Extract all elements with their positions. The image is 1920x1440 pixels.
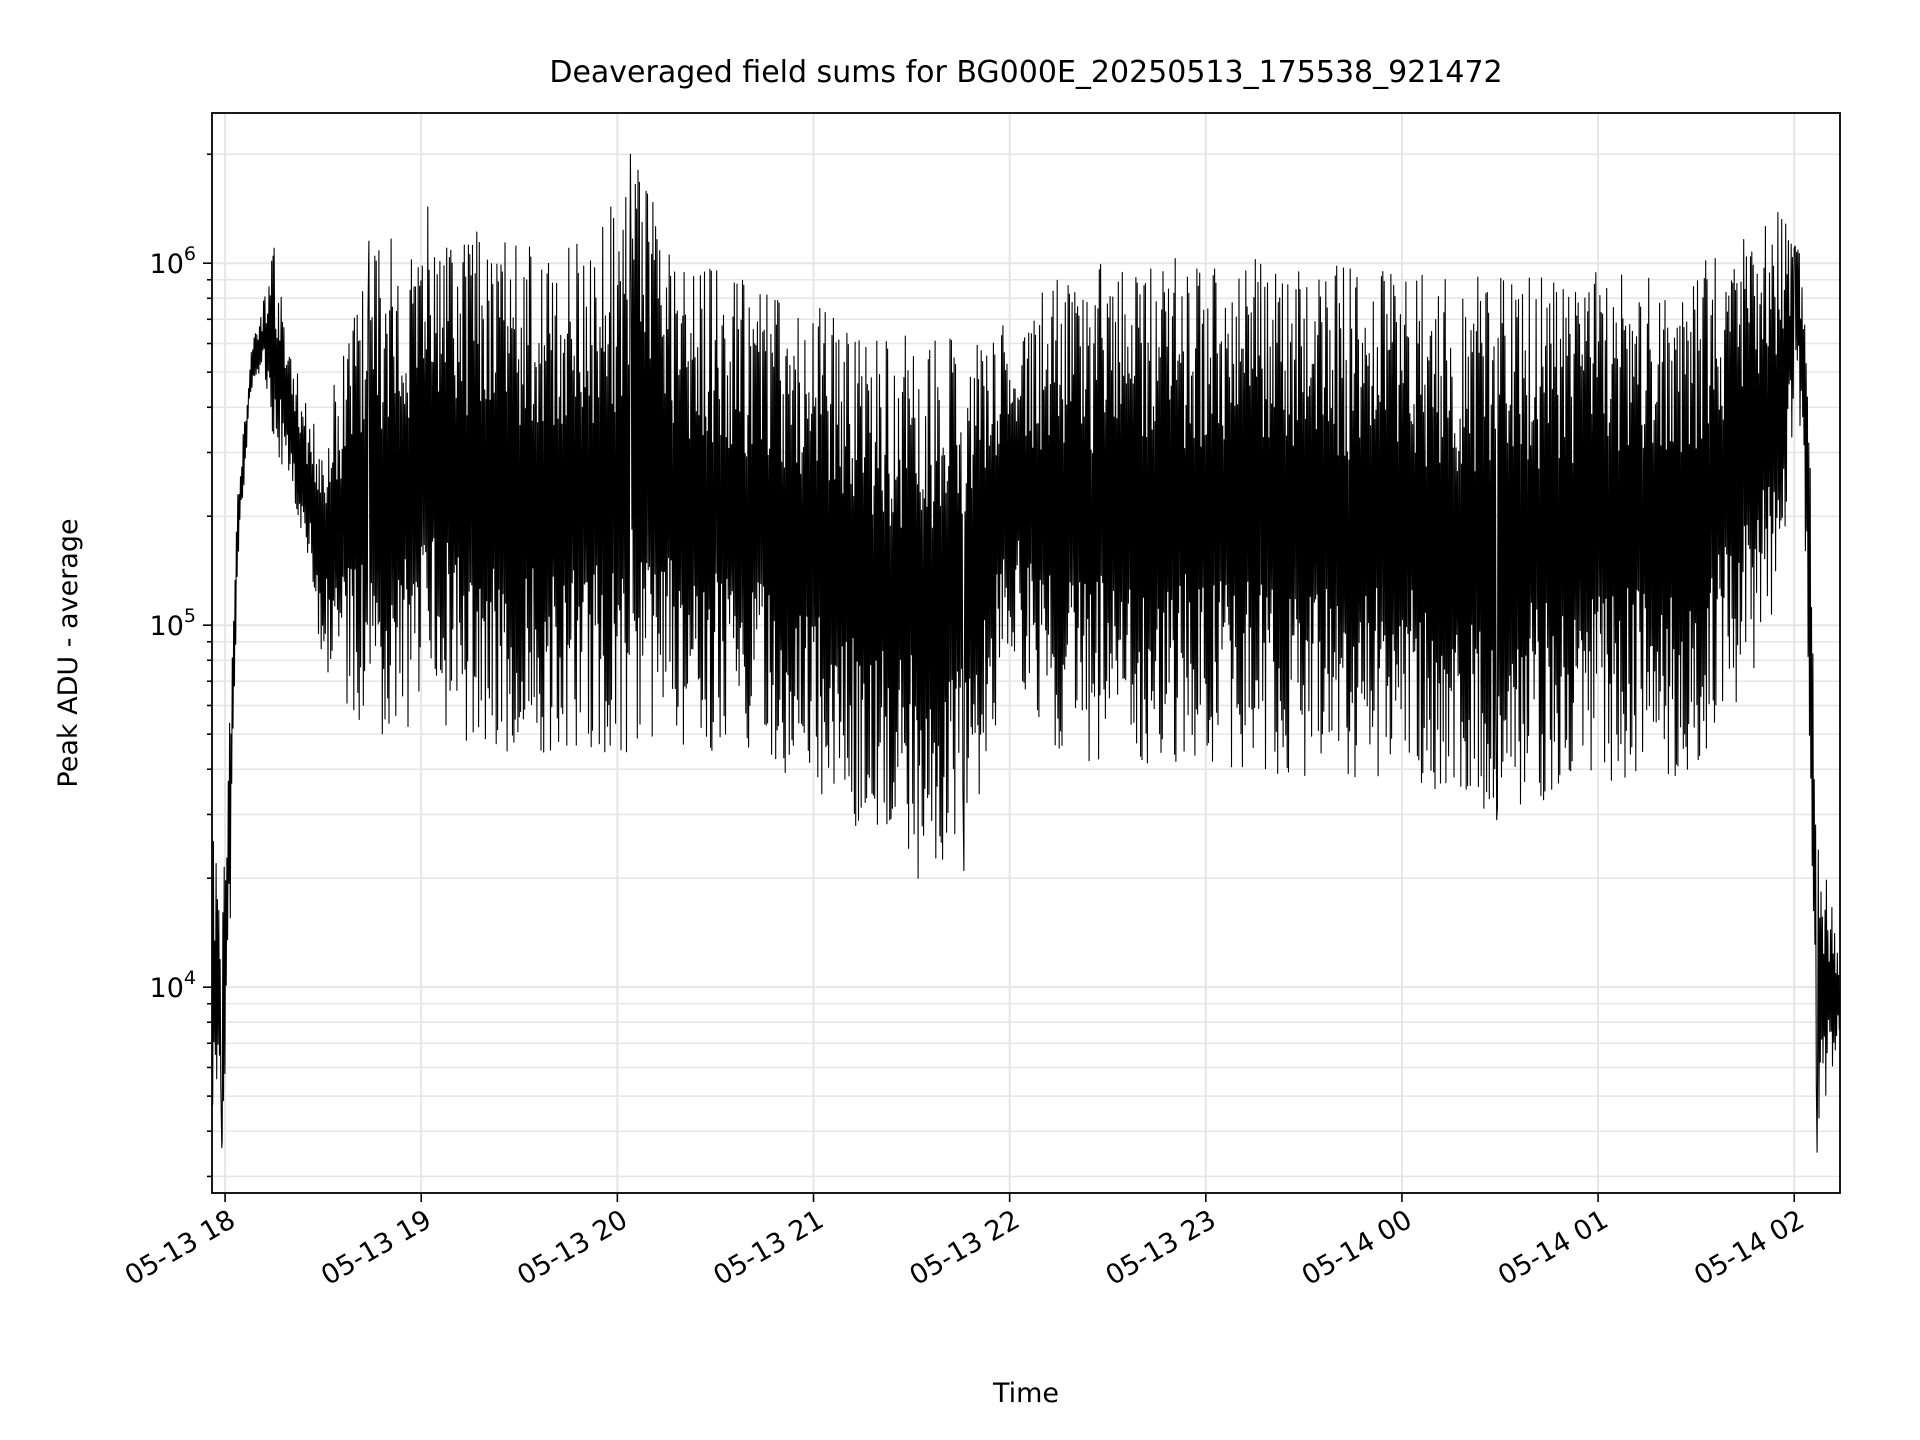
y-tick-label: 106: [150, 243, 196, 280]
y-tick-label: 104: [150, 967, 196, 1004]
y-axis-label: Peak ADU - average: [53, 518, 84, 787]
x-axis-label: Time: [992, 1378, 1059, 1409]
chart-title: Deaveraged field sums for BG000E_2025051…: [549, 55, 1502, 90]
y-tick-label: 105: [150, 605, 196, 642]
data-series-line: [212, 153, 1840, 1153]
plot-frame: [211, 112, 1841, 1194]
series-layer: [212, 153, 1840, 1153]
